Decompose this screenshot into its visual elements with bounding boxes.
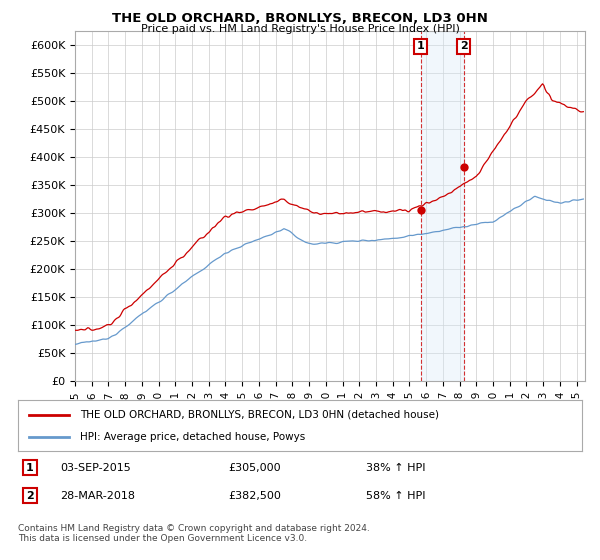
Text: £382,500: £382,500 [228,491,281,501]
Text: THE OLD ORCHARD, BRONLLYS, BRECON, LD3 0HN: THE OLD ORCHARD, BRONLLYS, BRECON, LD3 0… [112,12,488,25]
Text: HPI: Average price, detached house, Powys: HPI: Average price, detached house, Powy… [80,432,305,442]
Text: THE OLD ORCHARD, BRONLLYS, BRECON, LD3 0HN (detached house): THE OLD ORCHARD, BRONLLYS, BRECON, LD3 0… [80,409,439,419]
Text: 38% ↑ HPI: 38% ↑ HPI [366,463,425,473]
Text: 1: 1 [417,41,425,52]
Text: 1: 1 [26,463,34,473]
Text: 03-SEP-2015: 03-SEP-2015 [60,463,131,473]
Text: £305,000: £305,000 [228,463,281,473]
Text: 28-MAR-2018: 28-MAR-2018 [60,491,135,501]
Text: 2: 2 [460,41,467,52]
Text: 2: 2 [26,491,34,501]
Text: 58% ↑ HPI: 58% ↑ HPI [366,491,425,501]
Text: Contains HM Land Registry data © Crown copyright and database right 2024.
This d: Contains HM Land Registry data © Crown c… [18,524,370,543]
Text: Price paid vs. HM Land Registry's House Price Index (HPI): Price paid vs. HM Land Registry's House … [140,24,460,34]
Bar [421,31,464,381]
